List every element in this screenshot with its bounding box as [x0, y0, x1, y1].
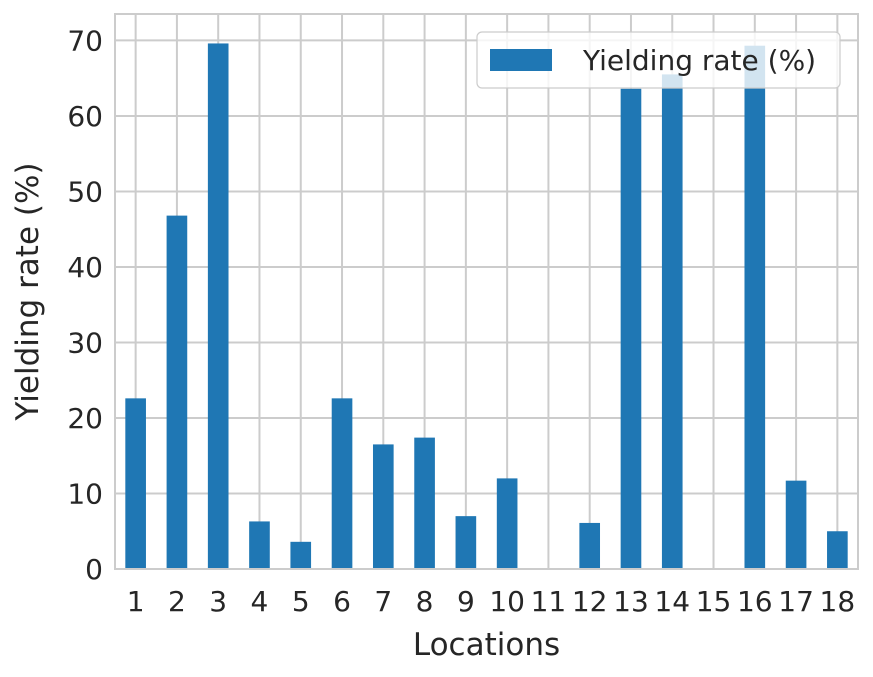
- x-tick-label: 17: [778, 585, 814, 618]
- bar-6: [331, 398, 353, 569]
- x-tick-label: 10: [489, 585, 525, 618]
- legend-label: Yielding rate (%): [582, 44, 816, 77]
- legend: Yielding rate (%): [476, 31, 841, 89]
- x-tick-labels: 1 2 3 4 5 6 7 8 9 10 11 12 13 14 15 16 17 18: [127, 585, 855, 618]
- bars: [125, 43, 848, 570]
- bar-9: [455, 516, 477, 569]
- x-tick-label: 5: [292, 585, 310, 618]
- bar-16: [744, 45, 766, 569]
- x-tick-label: 14: [654, 585, 690, 618]
- x-tick-label: 18: [820, 585, 856, 618]
- x-tick-label: 9: [457, 585, 475, 618]
- bar-7: [372, 444, 394, 569]
- y-tick-label: 30: [67, 326, 103, 359]
- plot-frame: [114, 13, 859, 570]
- bar-17: [785, 480, 807, 569]
- x-tick-label: 15: [696, 585, 732, 618]
- y-gridlines: [115, 39, 858, 570]
- y-tick-labels: 0 10 20 30 40 50 60 70: [67, 24, 103, 586]
- bar-8: [414, 437, 435, 569]
- x-tick-label: 16: [737, 585, 773, 618]
- bar-1: [125, 398, 146, 569]
- bar-10: [496, 478, 518, 569]
- x-tick-label: 13: [613, 585, 649, 618]
- y-axis-label: Yielding rate (%): [10, 162, 46, 421]
- bar-18: [827, 531, 848, 569]
- bar-2: [166, 215, 188, 569]
- x-axis-label: Locations: [413, 627, 560, 663]
- x-tick-label: 4: [251, 585, 269, 618]
- y-tick-label: 40: [67, 251, 103, 284]
- bar-3: [207, 43, 229, 570]
- x-tick-label: 3: [209, 585, 227, 618]
- y-tick-label: 50: [67, 175, 103, 208]
- y-tick-label: 0: [85, 553, 103, 586]
- legend-box: [476, 31, 841, 89]
- y-tick-label: 10: [67, 477, 103, 510]
- bar-5: [290, 541, 312, 569]
- x-tick-label: 1: [127, 585, 145, 618]
- x-gridlines: [134, 14, 839, 569]
- bar-13: [620, 88, 642, 570]
- x-tick-label: 11: [531, 585, 567, 618]
- y-tick-label: 60: [67, 100, 103, 133]
- x-tick-label: 6: [333, 585, 351, 618]
- legend-swatch: [490, 49, 552, 71]
- y-tick-label: 70: [67, 24, 103, 57]
- x-tick-label: 12: [572, 585, 608, 618]
- bar-12: [579, 522, 601, 569]
- x-tick-label: 8: [416, 585, 434, 618]
- y-tick-label: 20: [67, 402, 103, 435]
- bar-14: [661, 74, 683, 569]
- x-tick-label: 2: [168, 585, 186, 618]
- x-tick-label: 7: [374, 585, 392, 618]
- bar-4: [249, 521, 270, 569]
